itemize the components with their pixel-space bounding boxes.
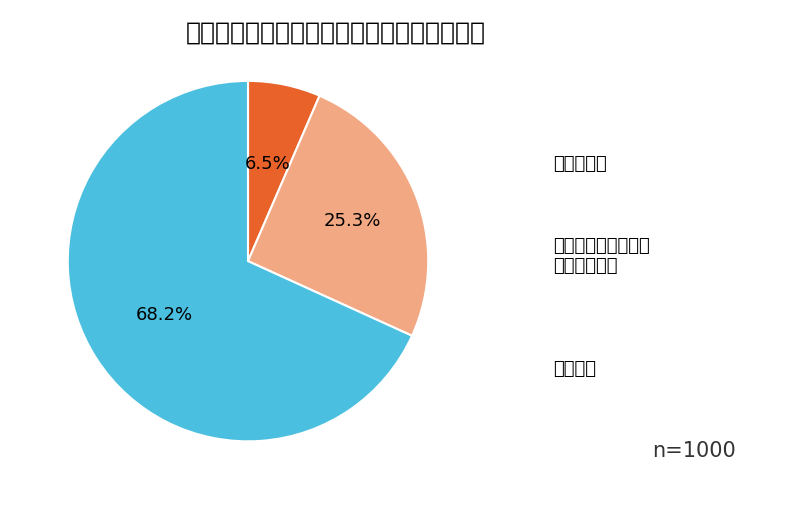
Wedge shape [68,81,412,441]
Wedge shape [248,96,428,336]
Text: n=1000: n=1000 [652,441,736,461]
Text: 知っている: 知っている [554,155,607,173]
Text: 68.2%: 68.2% [136,306,194,324]
Text: 介護現場におけるテクノロジー活用の認知度: 介護現場におけるテクノロジー活用の認知度 [186,20,486,45]
Text: 6.5%: 6.5% [246,155,291,173]
Wedge shape [248,81,319,261]
Text: 知らない: 知らない [554,359,597,378]
Text: 耳いたことはあるが
よく知らない: 耳いたことはあるが よく知らない [554,237,650,275]
Text: 25.3%: 25.3% [323,212,381,230]
